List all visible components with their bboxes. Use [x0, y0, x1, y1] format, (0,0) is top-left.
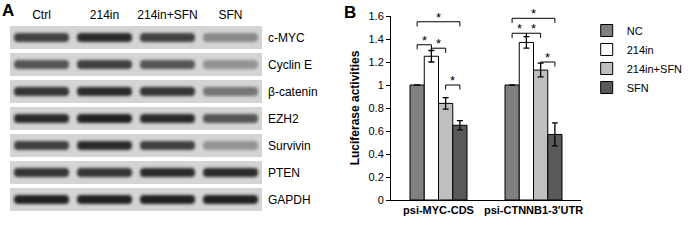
svg-text:214in+SFN: 214in+SFN [137, 8, 197, 22]
svg-text:214in+SFN: 214in+SFN [627, 63, 682, 75]
svg-text:214in: 214in [627, 44, 654, 56]
svg-text:*: * [422, 33, 427, 48]
svg-text:Survivin: Survivin [268, 139, 311, 153]
svg-text:NC: NC [627, 25, 643, 37]
svg-text:0: 0 [378, 194, 384, 206]
svg-text:1: 1 [378, 79, 384, 91]
svg-text:SFN: SFN [219, 8, 243, 22]
svg-text:0.2: 0.2 [369, 171, 384, 183]
svg-text:psi-MYC-CDS: psi-MYC-CDS [403, 204, 474, 216]
svg-text:B: B [344, 3, 356, 22]
svg-text:EZH2: EZH2 [268, 112, 299, 126]
svg-text:GAPDH: GAPDH [268, 193, 311, 207]
svg-text:1.2: 1.2 [369, 56, 384, 68]
svg-text:psi-CTNNB1-3'UTR: psi-CTNNB1-3'UTR [484, 204, 583, 216]
svg-text:SFN: SFN [627, 82, 649, 94]
svg-text:*: * [531, 21, 536, 36]
svg-text:214in: 214in [90, 8, 119, 22]
svg-text:1.6: 1.6 [369, 10, 384, 22]
svg-text:*: * [545, 50, 550, 65]
svg-text:*: * [531, 6, 536, 21]
svg-text:*: * [517, 21, 522, 36]
svg-text:β-catenin: β-catenin [268, 85, 318, 99]
svg-text:*: * [436, 36, 441, 51]
svg-text:*: * [450, 73, 455, 88]
svg-text:A: A [2, 1, 14, 20]
svg-text:0.4: 0.4 [369, 148, 384, 160]
svg-text:0.8: 0.8 [369, 102, 384, 114]
svg-text:Luciferase activities: Luciferase activities [348, 50, 362, 165]
svg-text:*: * [436, 10, 441, 25]
svg-text:Cyclin E: Cyclin E [268, 58, 312, 72]
svg-text:c-MYC: c-MYC [268, 31, 305, 45]
svg-text:0.6: 0.6 [369, 125, 384, 137]
svg-text:PTEN: PTEN [268, 166, 300, 180]
svg-text:Ctrl: Ctrl [32, 8, 51, 22]
svg-text:1.4: 1.4 [369, 33, 384, 45]
